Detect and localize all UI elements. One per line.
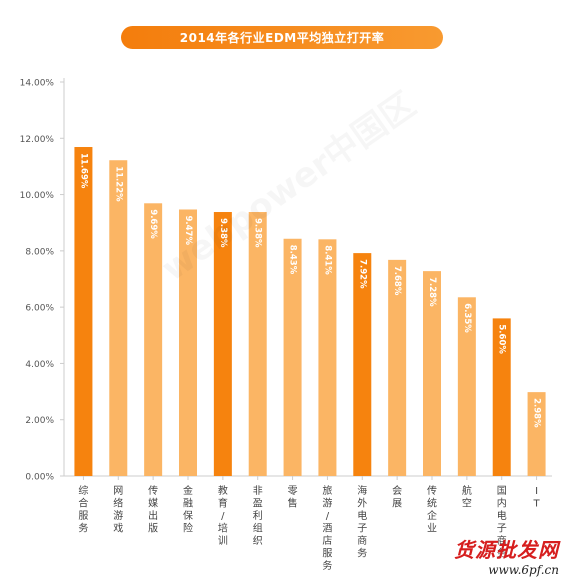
y-tick-label: 2.00%: [25, 416, 54, 426]
x-tick-label: 金融保险: [183, 484, 193, 535]
bar: [74, 147, 93, 476]
y-tick-label: 6.00%: [25, 304, 54, 314]
bar-value-label: 7.92%: [357, 259, 367, 289]
bar-value-label: 7.28%: [427, 277, 437, 307]
x-tick-label: 综合服务: [78, 484, 88, 535]
x-tick-label: 传媒出版: [148, 485, 158, 535]
bar-value-label: 2.98%: [532, 398, 542, 428]
x-tick-label: 海外电子商务: [357, 484, 367, 560]
y-tick-label: 12.00%: [20, 135, 55, 145]
bar-value-label: 6.35%: [462, 303, 472, 333]
bar-value-label: 9.38%: [253, 218, 263, 248]
x-tick-label: 会展: [392, 484, 402, 510]
bar-value-label: 7.68%: [392, 266, 402, 296]
bar: [353, 253, 372, 476]
chart-title: 2014年各行业EDM平均独立打开率: [121, 26, 443, 49]
x-tick-label: 旅游/酒店服务: [322, 484, 332, 572]
bar: [144, 203, 163, 476]
x-tick-label: 国内电子商务: [497, 485, 507, 560]
brand-url: www.6pf.cn: [488, 563, 559, 577]
bar: [457, 297, 476, 476]
brand-name: 货源批发网: [454, 538, 559, 562]
y-tick-label: 4.00%: [25, 360, 54, 370]
x-tick-label: 传统企业: [427, 485, 437, 535]
bar-value-label: 8.41%: [322, 245, 332, 275]
bar: [109, 160, 128, 477]
y-tick-label: 0.00%: [25, 473, 54, 483]
bar: [248, 212, 267, 476]
bar-value-label: 9.38%: [218, 218, 228, 248]
brand-logo: 货源批发网 www.6pf.cn: [454, 534, 559, 577]
bar-value-label: 5.60%: [497, 324, 507, 354]
bar-value-label: 11.22%: [113, 166, 123, 202]
y-tick-label: 10.00%: [20, 191, 55, 201]
bar: [283, 238, 302, 476]
bar: [213, 212, 232, 476]
bar-value-label: 9.69%: [148, 209, 158, 239]
bar: [179, 209, 197, 477]
y-tick-label: 14.00%: [20, 79, 55, 89]
bar-value-label: 8.43%: [288, 245, 298, 275]
x-tick-label: 非盈利组织: [253, 485, 263, 547]
bar: [527, 392, 546, 476]
x-tick-label: 教育/培训: [218, 484, 228, 547]
bar: [423, 271, 441, 476]
x-tick-label: 航空: [462, 484, 472, 510]
x-tick-label: 零售: [288, 485, 298, 510]
y-tick-label: 8.00%: [25, 247, 54, 257]
bar-value-label: 11.69%: [78, 153, 88, 189]
bar-value-label: 9.47%: [183, 215, 193, 245]
bar: [388, 259, 407, 476]
bar: [318, 239, 337, 476]
x-tick-label: 网络游戏: [113, 485, 123, 535]
bar: [492, 318, 511, 476]
